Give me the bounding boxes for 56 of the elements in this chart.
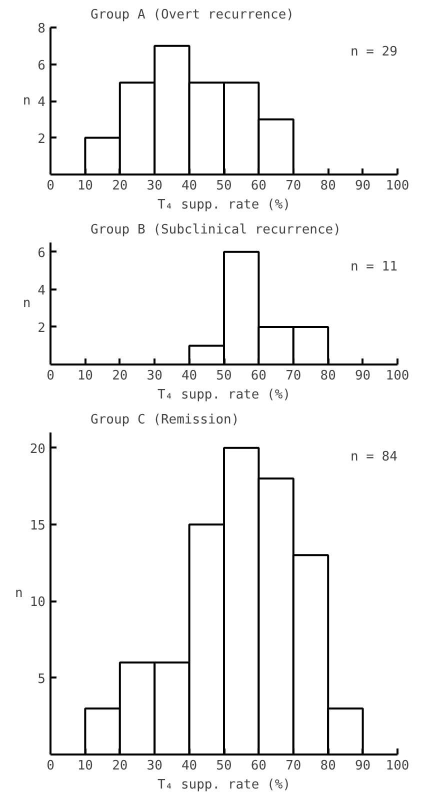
chart-title: Group A (Overt recurrence) xyxy=(90,8,294,22)
x-tick-label: 10 xyxy=(77,368,94,384)
x-tick-label: 10 xyxy=(77,758,94,774)
x-tick-label: 60 xyxy=(250,178,267,194)
x-tick-label: 20 xyxy=(112,178,128,194)
x-tick-label: 30 xyxy=(146,178,162,194)
x-tick-label: 40 xyxy=(181,368,198,384)
x-axis-title: T₄ supp. rate (%) xyxy=(157,778,291,792)
x-axis-title: T₄ supp. rate (%) xyxy=(157,388,291,402)
y-tick-label: 2 xyxy=(38,132,46,147)
x-tick-label: 30 xyxy=(146,758,162,774)
x-tick-label: 70 xyxy=(286,368,302,384)
x-tick-label: 40 xyxy=(181,758,198,774)
x-tick-label: 20 xyxy=(112,758,128,774)
annotation: n = 11 xyxy=(350,260,398,274)
y-tick-label: 6 xyxy=(38,58,46,74)
x-tick-label: 0 xyxy=(46,368,54,384)
x-tick-label: 60 xyxy=(250,758,267,774)
y-tick-label: 20 xyxy=(30,442,46,457)
y-tick-label: 4 xyxy=(38,95,46,110)
y-tick-label: 8 xyxy=(38,22,46,36)
y-axis-title: n xyxy=(22,94,31,108)
x-tick-label: 20 xyxy=(112,368,128,384)
x-tick-label: 50 xyxy=(216,178,232,194)
x-axis-title: T₄ supp. rate (%) xyxy=(157,198,291,212)
x-tick-label: 90 xyxy=(354,178,371,194)
x-tick-label: 30 xyxy=(146,368,162,384)
x-tick-label: 80 xyxy=(320,368,336,384)
annotation: n = 84 xyxy=(350,450,398,464)
x-tick-label: 60 xyxy=(250,368,267,384)
y-tick-label: 4 xyxy=(38,283,46,298)
x-tick-label: 80 xyxy=(320,178,336,194)
y-tick-label: 6 xyxy=(38,246,46,261)
chart-title: Group C (Remission) xyxy=(90,412,240,428)
x-tick-label: 90 xyxy=(354,368,371,384)
x-tick-label: 70 xyxy=(286,178,302,194)
x-tick-label: 100 xyxy=(386,178,410,194)
y-axis-title: n xyxy=(22,296,31,311)
x-tick-label: 70 xyxy=(286,758,302,774)
y-tick-label: 2 xyxy=(38,320,46,336)
annotation: n = 29 xyxy=(350,44,398,60)
y-tick-label: 15 xyxy=(30,518,46,534)
x-tick-label: 10 xyxy=(77,178,94,194)
y-axis-title: n xyxy=(15,586,23,601)
x-tick-label: 40 xyxy=(181,178,198,194)
x-tick-label: 50 xyxy=(216,758,232,774)
x-tick-label: 50 xyxy=(216,368,232,384)
x-tick-label: 100 xyxy=(386,758,410,774)
y-tick-label: 10 xyxy=(30,595,46,610)
x-tick-label: 0 xyxy=(46,758,54,774)
x-tick-label: 80 xyxy=(320,758,336,774)
chart-title: Group B (Subclinical recurrence) xyxy=(90,222,341,238)
y-tick-label: 5 xyxy=(38,672,46,687)
x-tick-label: 0 xyxy=(46,178,54,194)
x-tick-label: 100 xyxy=(386,368,410,384)
x-tick-label: 90 xyxy=(354,758,371,774)
